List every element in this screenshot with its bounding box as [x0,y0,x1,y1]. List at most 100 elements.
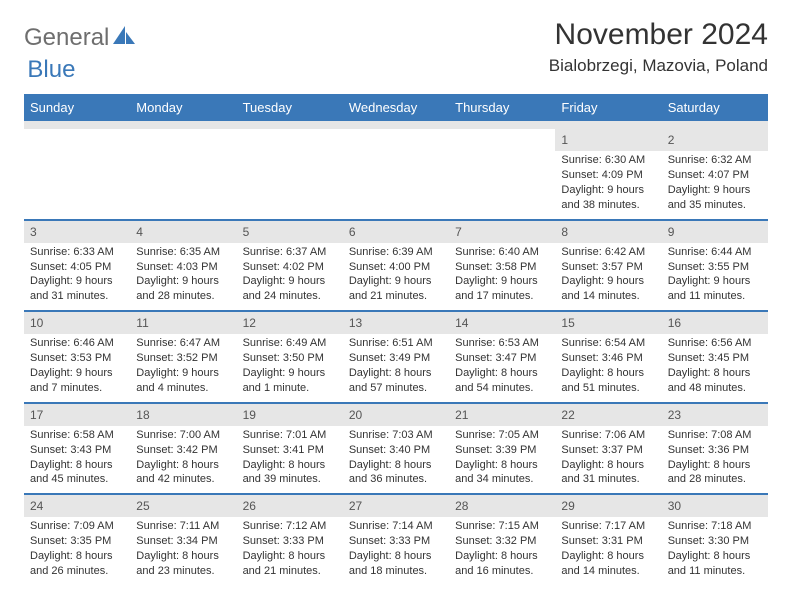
day-daylight1: Daylight: 8 hours [455,549,549,564]
day-sunset: Sunset: 3:34 PM [136,534,230,549]
day-cell: 19Sunrise: 7:01 AMSunset: 3:41 PMDayligh… [237,403,343,495]
logo-sail-icon [113,26,135,51]
day-header-row: Sunday Monday Tuesday Wednesday Thursday… [24,94,768,121]
day-daylight2: and 34 minutes. [455,472,549,487]
day-cell: 8Sunrise: 6:42 AMSunset: 3:57 PMDaylight… [555,220,661,312]
day-daylight2: and 11 minutes. [668,289,762,304]
day-daylight2: and 39 minutes. [243,472,337,487]
day-daylight2: and 16 minutes. [455,564,549,579]
day-sunset: Sunset: 3:46 PM [561,351,655,366]
week-row: 17Sunrise: 6:58 AMSunset: 3:43 PMDayligh… [24,403,768,495]
day-sunrise: Sunrise: 6:51 AM [349,336,443,351]
day-cell: 28Sunrise: 7:15 AMSunset: 3:32 PMDayligh… [449,494,555,585]
day-sunset: Sunset: 3:32 PM [455,534,549,549]
day-daylight1: Daylight: 8 hours [561,458,655,473]
day-sunrise: Sunrise: 6:30 AM [561,153,655,168]
day-daylight1: Daylight: 8 hours [455,458,549,473]
day-sunrise: Sunrise: 7:08 AM [668,428,762,443]
day-cell: 22Sunrise: 7:06 AMSunset: 3:37 PMDayligh… [555,403,661,495]
day-sunrise: Sunrise: 6:54 AM [561,336,655,351]
day-sunset: Sunset: 3:40 PM [349,443,443,458]
day-daylight1: Daylight: 9 hours [30,366,124,381]
day-sunrise: Sunrise: 7:11 AM [136,519,230,534]
day-daylight2: and 7 minutes. [30,381,124,396]
day-sunrise: Sunrise: 6:46 AM [30,336,124,351]
day-daylight1: Daylight: 8 hours [561,549,655,564]
day-sunset: Sunset: 3:53 PM [30,351,124,366]
day-sunrise: Sunrise: 7:12 AM [243,519,337,534]
day-cell: 25Sunrise: 7:11 AMSunset: 3:34 PMDayligh… [130,494,236,585]
day-daylight2: and 26 minutes. [30,564,124,579]
day-number: 3 [24,221,130,243]
day-number: 13 [343,312,449,334]
day-sunset: Sunset: 3:50 PM [243,351,337,366]
day-sunrise: Sunrise: 6:37 AM [243,245,337,260]
day-header: Saturday [662,94,768,121]
day-sunrise: Sunrise: 6:58 AM [30,428,124,443]
logo-text-general: General [24,24,109,52]
day-daylight2: and 36 minutes. [349,472,443,487]
day-cell: 21Sunrise: 7:05 AMSunset: 3:39 PMDayligh… [449,403,555,495]
day-header: Wednesday [343,94,449,121]
day-cell: 9Sunrise: 6:44 AMSunset: 3:55 PMDaylight… [662,220,768,312]
day-cell: 29Sunrise: 7:17 AMSunset: 3:31 PMDayligh… [555,494,661,585]
day-number: 8 [555,221,661,243]
day-daylight1: Daylight: 8 hours [668,549,762,564]
day-daylight2: and 35 minutes. [668,198,762,213]
day-sunrise: Sunrise: 7:03 AM [349,428,443,443]
day-cell: 30Sunrise: 7:18 AMSunset: 3:30 PMDayligh… [662,494,768,585]
day-sunrise: Sunrise: 6:32 AM [668,153,762,168]
day-sunrise: Sunrise: 7:15 AM [455,519,549,534]
day-sunrise: Sunrise: 6:42 AM [561,245,655,260]
day-cell: 11Sunrise: 6:47 AMSunset: 3:52 PMDayligh… [130,311,236,403]
day-number: 21 [449,404,555,426]
day-daylight2: and 18 minutes. [349,564,443,579]
day-number: 4 [130,221,236,243]
day-sunset: Sunset: 3:57 PM [561,260,655,275]
day-sunset: Sunset: 3:55 PM [668,260,762,275]
day-daylight1: Daylight: 9 hours [668,274,762,289]
day-cell: 13Sunrise: 6:51 AMSunset: 3:49 PMDayligh… [343,311,449,403]
day-sunrise: Sunrise: 7:09 AM [30,519,124,534]
day-daylight1: Daylight: 9 hours [243,274,337,289]
day-sunset: Sunset: 3:31 PM [561,534,655,549]
day-daylight2: and 21 minutes. [349,289,443,304]
day-number: 23 [662,404,768,426]
day-number: 1 [555,129,661,151]
day-cell: 6Sunrise: 6:39 AMSunset: 4:00 PMDaylight… [343,220,449,312]
day-number: 19 [237,404,343,426]
day-sunrise: Sunrise: 6:44 AM [668,245,762,260]
day-number: 29 [555,495,661,517]
day-sunrise: Sunrise: 6:33 AM [30,245,124,260]
day-number: 24 [24,495,130,517]
day-daylight2: and 14 minutes. [561,289,655,304]
day-number: 26 [237,495,343,517]
day-daylight2: and 31 minutes. [561,472,655,487]
day-number: 11 [130,312,236,334]
day-sunset: Sunset: 3:45 PM [668,351,762,366]
day-sunrise: Sunrise: 7:05 AM [455,428,549,443]
day-daylight2: and 4 minutes. [136,381,230,396]
day-daylight2: and 57 minutes. [349,381,443,396]
day-daylight1: Daylight: 8 hours [349,366,443,381]
location: Bialobrzegi, Mazovia, Poland [549,56,768,76]
day-sunset: Sunset: 3:52 PM [136,351,230,366]
day-number: 6 [343,221,449,243]
day-sunset: Sunset: 4:02 PM [243,260,337,275]
day-sunrise: Sunrise: 6:35 AM [136,245,230,260]
day-cell [449,129,555,220]
day-number: 7 [449,221,555,243]
day-daylight2: and 24 minutes. [243,289,337,304]
day-daylight1: Daylight: 9 hours [668,183,762,198]
day-daylight1: Daylight: 8 hours [30,549,124,564]
day-number: 16 [662,312,768,334]
day-cell [130,129,236,220]
day-sunrise: Sunrise: 6:39 AM [349,245,443,260]
day-daylight1: Daylight: 9 hours [136,274,230,289]
day-daylight1: Daylight: 8 hours [455,366,549,381]
day-header: Tuesday [237,94,343,121]
day-sunrise: Sunrise: 7:01 AM [243,428,337,443]
day-number: 25 [130,495,236,517]
day-number: 27 [343,495,449,517]
week-row: 24Sunrise: 7:09 AMSunset: 3:35 PMDayligh… [24,494,768,585]
